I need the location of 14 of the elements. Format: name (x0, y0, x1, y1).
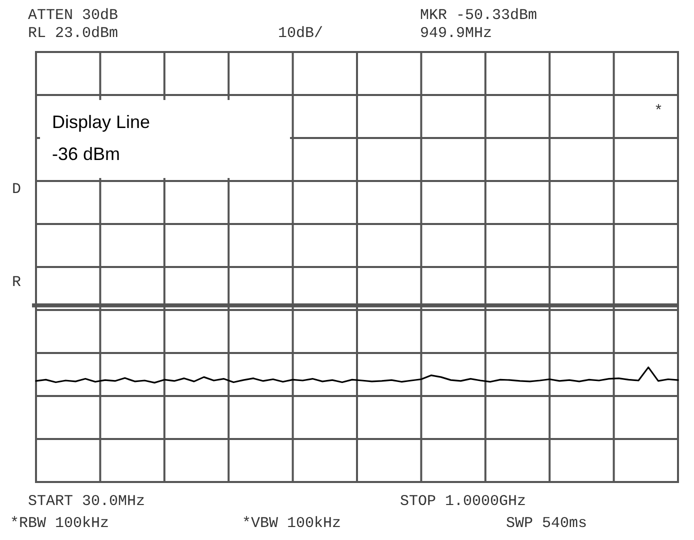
text: * (654, 103, 664, 120)
text: *RBW 100kHz (10, 515, 110, 532)
text: RL 23.0dBm (28, 25, 118, 42)
text: 10dB/ (278, 25, 324, 42)
text: START 30.0MHz (28, 493, 146, 510)
text: SWP 540ms (506, 515, 588, 532)
text: STOP 1.0000GHz (400, 493, 526, 510)
text: MKR -50.33dBm (420, 7, 538, 24)
text: Display Line -36 dBm (52, 112, 150, 164)
text: D (12, 181, 22, 198)
text: *VBW 100kHz (242, 515, 342, 532)
text: 949.9MHz (420, 25, 492, 42)
text: R (12, 274, 22, 291)
text: ATTEN 30dB (28, 7, 118, 24)
